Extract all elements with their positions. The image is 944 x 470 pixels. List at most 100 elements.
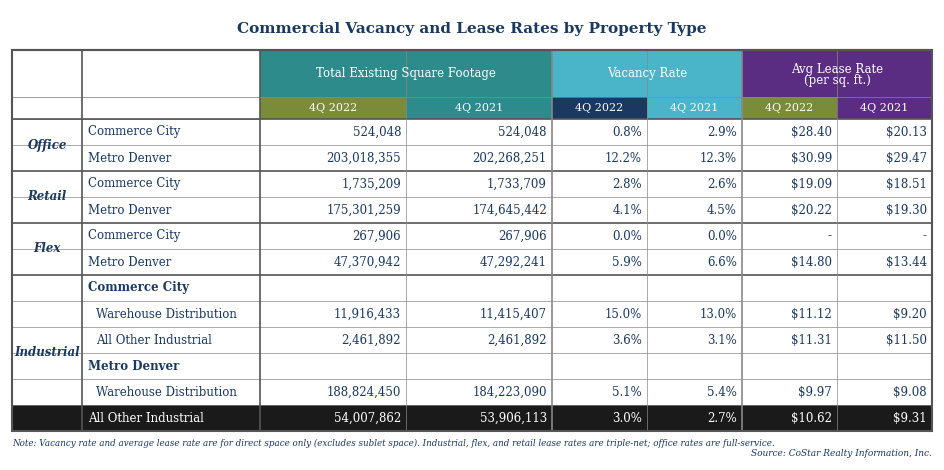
Text: 267,906: 267,906 — [352, 229, 401, 243]
Text: Industrial: Industrial — [14, 346, 80, 360]
Text: 4.5%: 4.5% — [707, 204, 737, 217]
Bar — [261, 97, 406, 119]
Text: 267,906: 267,906 — [498, 229, 547, 243]
Text: Avg Lease Rate: Avg Lease Rate — [791, 63, 883, 76]
Text: 12.3%: 12.3% — [700, 151, 737, 164]
Bar — [552, 50, 742, 97]
Text: Metro Denver: Metro Denver — [88, 204, 172, 217]
Text: 3.1%: 3.1% — [707, 334, 737, 346]
Text: 0.0%: 0.0% — [707, 229, 737, 243]
Text: 203,018,355: 203,018,355 — [327, 151, 401, 164]
Text: 4Q 2022: 4Q 2022 — [575, 103, 624, 113]
Text: $9.08: $9.08 — [893, 385, 927, 399]
Text: $18.51: $18.51 — [886, 178, 927, 190]
Text: Commerce City: Commerce City — [88, 125, 180, 139]
Text: $9.31: $9.31 — [893, 412, 927, 424]
Text: 2,461,892: 2,461,892 — [487, 334, 547, 346]
Text: Note: Vacancy rate and average lease rate are for direct space only (excludes su: Note: Vacancy rate and average lease rat… — [12, 439, 775, 448]
Bar — [12, 97, 261, 119]
Text: 188,824,450: 188,824,450 — [327, 385, 401, 399]
Text: $13.44: $13.44 — [885, 256, 927, 268]
Text: $20.13: $20.13 — [886, 125, 927, 139]
Text: $11.12: $11.12 — [791, 307, 832, 321]
Text: 6.6%: 6.6% — [707, 256, 737, 268]
Text: 2,461,892: 2,461,892 — [342, 334, 401, 346]
Text: 175,301,259: 175,301,259 — [327, 204, 401, 217]
Text: 4.1%: 4.1% — [612, 204, 642, 217]
Text: 1,735,209: 1,735,209 — [342, 178, 401, 190]
Text: Metro Denver: Metro Denver — [88, 151, 172, 164]
Text: Flex: Flex — [33, 243, 60, 256]
Text: 174,645,442: 174,645,442 — [472, 204, 547, 217]
Text: 47,292,241: 47,292,241 — [480, 256, 547, 268]
Text: $19.30: $19.30 — [885, 204, 927, 217]
Text: Commerce City: Commerce City — [88, 282, 189, 295]
Text: Office: Office — [27, 139, 67, 151]
Text: 5.9%: 5.9% — [612, 256, 642, 268]
Text: 524,048: 524,048 — [498, 125, 547, 139]
Text: 2.9%: 2.9% — [707, 125, 737, 139]
Text: $9.97: $9.97 — [799, 385, 832, 399]
Bar — [261, 50, 552, 97]
Text: Source: CoStar Realty Information, Inc.: Source: CoStar Realty Information, Inc. — [751, 449, 932, 458]
Text: 4Q 2021: 4Q 2021 — [455, 103, 503, 113]
Text: 0.8%: 0.8% — [612, 125, 642, 139]
Text: -: - — [828, 229, 832, 243]
Text: 524,048: 524,048 — [353, 125, 401, 139]
Text: $11.50: $11.50 — [886, 334, 927, 346]
Text: Metro Denver: Metro Denver — [88, 256, 172, 268]
Text: Warehouse Distribution: Warehouse Distribution — [96, 385, 237, 399]
Text: $14.80: $14.80 — [791, 256, 832, 268]
Text: 4Q 2021: 4Q 2021 — [860, 103, 909, 113]
Text: 4Q 2022: 4Q 2022 — [766, 103, 814, 113]
Text: 12.2%: 12.2% — [605, 151, 642, 164]
Text: Commerce City: Commerce City — [88, 178, 180, 190]
Text: $10.62: $10.62 — [791, 412, 832, 424]
Text: Total Existing Square Footage: Total Existing Square Footage — [316, 67, 496, 80]
Text: 3.6%: 3.6% — [612, 334, 642, 346]
Text: Metro Denver: Metro Denver — [88, 360, 179, 373]
Text: $9.20: $9.20 — [893, 307, 927, 321]
Text: -: - — [923, 229, 927, 243]
Bar — [12, 405, 932, 431]
Text: 2.6%: 2.6% — [707, 178, 737, 190]
Bar — [837, 97, 932, 119]
Text: 2.8%: 2.8% — [613, 178, 642, 190]
Text: (per sq. ft.): (per sq. ft.) — [803, 74, 870, 87]
Text: $20.22: $20.22 — [791, 204, 832, 217]
Bar — [552, 97, 647, 119]
Bar — [406, 97, 552, 119]
Text: 11,916,433: 11,916,433 — [334, 307, 401, 321]
Text: 47,370,942: 47,370,942 — [334, 256, 401, 268]
Text: 5.4%: 5.4% — [707, 385, 737, 399]
Text: 11,415,407: 11,415,407 — [480, 307, 547, 321]
Text: 0.0%: 0.0% — [612, 229, 642, 243]
Text: $11.31: $11.31 — [791, 334, 832, 346]
Text: Retail: Retail — [27, 190, 67, 204]
Text: 1,733,709: 1,733,709 — [487, 178, 547, 190]
Text: 3.0%: 3.0% — [612, 412, 642, 424]
Text: 54,007,862: 54,007,862 — [334, 412, 401, 424]
Text: All Other Industrial: All Other Industrial — [88, 412, 204, 424]
Text: $29.47: $29.47 — [885, 151, 927, 164]
Text: 15.0%: 15.0% — [605, 307, 642, 321]
Text: 4Q 2021: 4Q 2021 — [670, 103, 718, 113]
Bar — [12, 50, 261, 97]
Bar — [12, 50, 932, 431]
Text: 2.7%: 2.7% — [707, 412, 737, 424]
Bar — [742, 50, 932, 97]
Text: 4Q 2022: 4Q 2022 — [309, 103, 358, 113]
Text: 184,223,090: 184,223,090 — [472, 385, 547, 399]
Text: Vacancy Rate: Vacancy Rate — [607, 67, 687, 80]
Text: 53,906,113: 53,906,113 — [480, 412, 547, 424]
Text: 202,268,251: 202,268,251 — [473, 151, 547, 164]
Text: Commercial Vacancy and Lease Rates by Property Type: Commercial Vacancy and Lease Rates by Pr… — [237, 22, 707, 36]
Text: $19.09: $19.09 — [791, 178, 832, 190]
Text: $28.40: $28.40 — [791, 125, 832, 139]
Text: 5.1%: 5.1% — [612, 385, 642, 399]
Text: 13.0%: 13.0% — [700, 307, 737, 321]
Bar — [742, 97, 837, 119]
Bar — [647, 97, 742, 119]
Text: $30.99: $30.99 — [791, 151, 832, 164]
Text: Commerce City: Commerce City — [88, 229, 180, 243]
